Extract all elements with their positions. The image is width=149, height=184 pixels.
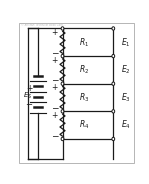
Text: +: + [51,56,58,65]
Text: $R_3$: $R_3$ [79,91,89,104]
Text: −: − [51,103,58,112]
Circle shape [112,82,115,85]
Text: −: − [51,48,58,57]
Text: +: + [26,84,32,93]
Text: $E_2$: $E_2$ [121,64,131,76]
Text: $R_2$: $R_2$ [79,64,89,76]
Circle shape [61,110,64,113]
Text: $E_1$: $E_1$ [121,36,131,49]
Circle shape [61,137,64,141]
Text: $E_S$: $E_S$ [23,91,32,101]
Text: −: − [51,76,58,85]
Text: $R_4$: $R_4$ [79,119,89,132]
Text: $E_3$: $E_3$ [121,91,131,104]
Text: $R_1$: $R_1$ [79,36,89,49]
Text: −: − [25,100,32,109]
Text: +: + [51,111,58,120]
Circle shape [61,82,64,85]
Text: +: + [51,84,58,93]
Circle shape [61,54,64,58]
Circle shape [112,54,115,58]
Text: +: + [51,28,58,37]
Text: $E_4$: $E_4$ [121,119,131,132]
Text: © Aircraft Technical Book Com...: © Aircraft Technical Book Com... [21,23,66,27]
Circle shape [61,27,64,30]
Text: −: − [51,131,58,140]
Circle shape [112,110,115,113]
Circle shape [112,137,115,141]
Circle shape [112,27,115,30]
